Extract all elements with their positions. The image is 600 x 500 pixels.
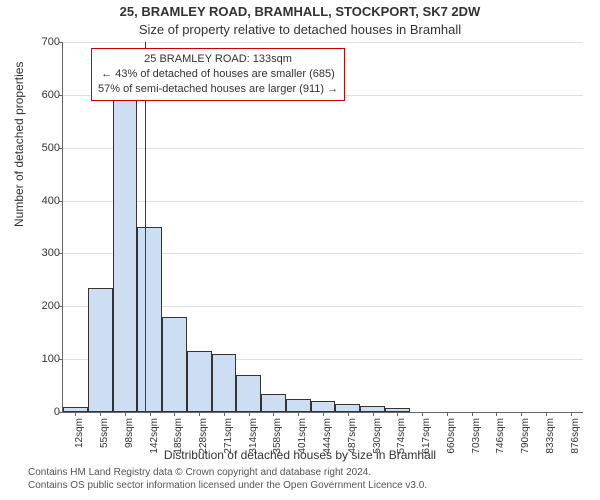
x-tick-mark xyxy=(546,412,547,416)
x-tick-mark xyxy=(397,412,398,416)
x-tick-mark xyxy=(422,412,423,416)
callout-box: 25 BRAMLEY ROAD: 133sqm ← 43% of detache… xyxy=(91,48,345,101)
histogram-bar xyxy=(236,375,261,412)
y-tick-label: 700 xyxy=(26,36,60,48)
x-tick-mark xyxy=(496,412,497,416)
footer-line2: Contains OS public sector information li… xyxy=(28,479,427,492)
x-tick-label: 746sqm xyxy=(495,418,506,466)
histogram-bar xyxy=(187,351,212,412)
footer-line1: Contains HM Land Registry data © Crown c… xyxy=(28,466,427,479)
y-tick-label: 200 xyxy=(26,300,60,312)
x-tick-mark xyxy=(150,412,151,416)
callout-line3: 57% of semi-detached houses are larger (… xyxy=(98,82,338,97)
histogram-bar xyxy=(286,399,311,412)
x-tick-mark xyxy=(298,412,299,416)
x-tick-label: 790sqm xyxy=(520,418,531,466)
chart-container: 25, BRAMLEY ROAD, BRAMHALL, STOCKPORT, S… xyxy=(0,0,600,500)
histogram-bar xyxy=(212,354,237,412)
x-tick-label: 185sqm xyxy=(173,418,184,466)
x-tick-label: 530sqm xyxy=(372,418,383,466)
title-main: 25, BRAMLEY ROAD, BRAMHALL, STOCKPORT, S… xyxy=(0,4,600,19)
x-tick-label: 876sqm xyxy=(570,418,581,466)
x-tick-label: 55sqm xyxy=(99,418,110,466)
y-tick-label: 0 xyxy=(26,406,60,418)
x-tick-mark xyxy=(199,412,200,416)
callout-line1: 25 BRAMLEY ROAD: 133sqm xyxy=(98,52,338,67)
histogram-bar xyxy=(311,401,336,412)
x-tick-mark xyxy=(249,412,250,416)
x-tick-mark xyxy=(521,412,522,416)
plot-area: 25 BRAMLEY ROAD: 133sqm ← 43% of detache… xyxy=(62,42,583,413)
footer-text: Contains HM Land Registry data © Crown c… xyxy=(28,466,427,492)
x-tick-mark xyxy=(273,412,274,416)
x-tick-label: 271sqm xyxy=(223,418,234,466)
x-tick-mark xyxy=(75,412,76,416)
y-tick-label: 100 xyxy=(26,353,60,365)
y-tick-label: 500 xyxy=(26,142,60,154)
histogram-bar xyxy=(88,288,113,412)
histogram-bar xyxy=(113,100,138,412)
x-tick-label: 358sqm xyxy=(272,418,283,466)
y-axis-label: Number of detached properties xyxy=(12,62,26,227)
x-tick-label: 487sqm xyxy=(347,418,358,466)
x-tick-label: 142sqm xyxy=(149,418,160,466)
x-tick-label: 833sqm xyxy=(545,418,556,466)
title-sub: Size of property relative to detached ho… xyxy=(0,22,600,37)
y-tick-label: 400 xyxy=(26,195,60,207)
grid-line xyxy=(63,201,583,202)
x-tick-label: 703sqm xyxy=(471,418,482,466)
x-tick-label: 444sqm xyxy=(322,418,333,466)
x-tick-mark xyxy=(125,412,126,416)
x-tick-mark xyxy=(373,412,374,416)
x-tick-mark xyxy=(472,412,473,416)
x-tick-mark xyxy=(348,412,349,416)
x-tick-label: 617sqm xyxy=(421,418,432,466)
histogram-bar xyxy=(335,404,360,412)
grid-line xyxy=(63,148,583,149)
x-tick-label: 228sqm xyxy=(198,418,209,466)
histogram-bar xyxy=(162,317,187,412)
grid-line xyxy=(63,42,583,43)
x-tick-label: 660sqm xyxy=(446,418,457,466)
y-tick-label: 600 xyxy=(26,89,60,101)
x-tick-mark xyxy=(100,412,101,416)
x-tick-label: 98sqm xyxy=(124,418,135,466)
x-tick-label: 401sqm xyxy=(297,418,308,466)
x-tick-label: 574sqm xyxy=(396,418,407,466)
histogram-bar xyxy=(261,394,286,413)
x-tick-mark xyxy=(174,412,175,416)
x-tick-mark xyxy=(447,412,448,416)
x-tick-mark xyxy=(571,412,572,416)
x-tick-label: 12sqm xyxy=(74,418,85,466)
callout-line2: ← 43% of detached of houses are smaller … xyxy=(98,67,338,82)
histogram-bar xyxy=(137,227,162,412)
x-tick-mark xyxy=(224,412,225,416)
x-tick-mark xyxy=(323,412,324,416)
y-tick-label: 300 xyxy=(26,247,60,259)
x-tick-label: 314sqm xyxy=(248,418,259,466)
